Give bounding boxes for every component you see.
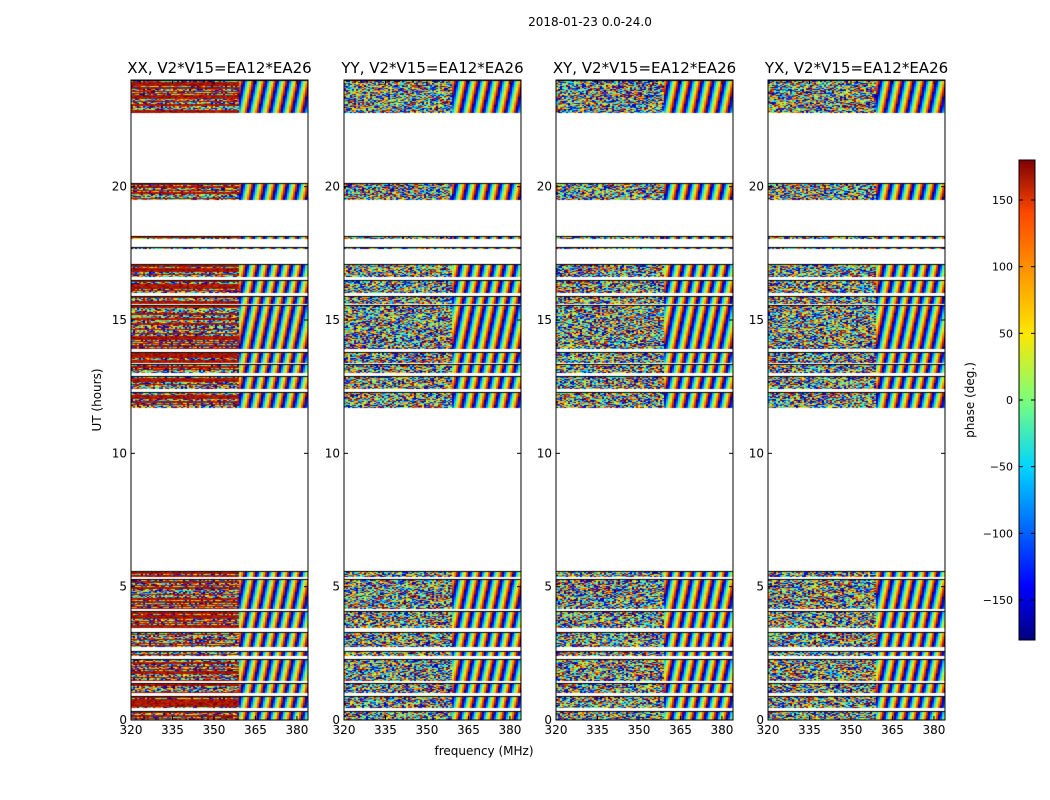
y-tick-label: 5 xyxy=(332,580,340,594)
colorbar-tick-label: 150 xyxy=(992,194,1013,207)
x-tick-label: 365 xyxy=(881,723,904,737)
y-tick-label: 5 xyxy=(544,580,552,594)
x-tick-label: 320 xyxy=(545,723,568,737)
panel-frame xyxy=(555,79,734,721)
panel-phase-image xyxy=(344,80,521,720)
x-tick-label: 380 xyxy=(285,723,308,737)
y-tick-label: 10 xyxy=(325,446,340,460)
colorbar-tick-label: 50 xyxy=(999,327,1013,340)
y-tick-label: 15 xyxy=(112,313,127,327)
colorbar-tick-label: −100 xyxy=(983,527,1013,540)
x-tick-label: 350 xyxy=(203,723,226,737)
y-tick-label: 5 xyxy=(756,580,764,594)
panel-title: YX, V2*V15=EA12*EA26 xyxy=(764,59,948,77)
x-tick-label: 335 xyxy=(586,723,609,737)
panel-frame xyxy=(130,79,309,721)
y-tick-label: 0 xyxy=(119,713,127,727)
x-axis-label: frequency (MHz) xyxy=(434,744,533,758)
colorbar: 150 100 50 0 −50 −100 −150 phase (deg.) xyxy=(963,159,1036,641)
x-tick-label: 365 xyxy=(457,723,480,737)
panel-frame xyxy=(343,79,522,721)
y-tick-label: 20 xyxy=(749,180,764,194)
panel-phase-image xyxy=(768,80,945,720)
x-tick-label: 320 xyxy=(120,723,143,737)
x-tick-label: 380 xyxy=(498,723,521,737)
panels-group: XX, V2*V15=EA12*EA26 320 335 350 365 380 0 5 10 1… xyxy=(112,59,948,737)
colorbar-tick-label: 100 xyxy=(992,261,1013,274)
x-tick-label: 350 xyxy=(416,723,439,737)
colorbar-tick-label: −50 xyxy=(990,461,1013,474)
x-tick-label: 380 xyxy=(710,723,733,737)
panel-phase-image xyxy=(131,80,308,720)
x-tick-label: 335 xyxy=(374,723,397,737)
y-tick-label: 15 xyxy=(325,313,340,327)
y-tick-label: 5 xyxy=(119,580,127,594)
y-tick-label: 0 xyxy=(544,713,552,727)
y-axis-label: UT (hours) xyxy=(90,368,104,431)
colorbar-tick-label: −150 xyxy=(983,594,1013,607)
y-tick-label: 15 xyxy=(537,313,552,327)
y-tick-label: 20 xyxy=(325,180,340,194)
colorbar-label: phase (deg.) xyxy=(963,362,977,438)
y-tick-label: 20 xyxy=(537,180,552,194)
panel-xx: XX, V2*V15=EA12*EA26 320 335 350 365 380 0 5 10 1… xyxy=(112,59,312,737)
panel-title: XX, V2*V15=EA12*EA26 xyxy=(127,59,311,77)
figure-title: 2018-01-23 0.0-24.0 xyxy=(528,15,652,29)
x-tick-label: 320 xyxy=(333,723,356,737)
x-tick-label: 350 xyxy=(840,723,863,737)
y-tick-label: 0 xyxy=(756,713,764,727)
y-tick-label: 0 xyxy=(332,713,340,727)
y-tick-label: 15 xyxy=(749,313,764,327)
x-tick-label: 320 xyxy=(757,723,780,737)
x-tick-label: 335 xyxy=(161,723,184,737)
x-tick-label: 335 xyxy=(798,723,821,737)
y-tick-label: 10 xyxy=(749,446,764,460)
colorbar-ticks: 150 100 50 0 −50 −100 −150 xyxy=(983,194,1035,607)
x-tick-label: 350 xyxy=(628,723,651,737)
y-tick-label: 10 xyxy=(537,446,552,460)
panel-title: XY, V2*V15=EA12*EA26 xyxy=(553,59,736,77)
panel-frame xyxy=(767,79,946,721)
panel-yy: YY, V2*V15=EA12*EA26 320 335 350 365 380 0 5 10 1… xyxy=(325,59,524,737)
panel-phase-image xyxy=(556,80,733,720)
x-tick-label: 365 xyxy=(669,723,692,737)
colorbar-tick-label: 0 xyxy=(1006,394,1013,407)
y-tick-label: 20 xyxy=(112,180,127,194)
y-tick-label: 10 xyxy=(112,446,127,460)
panel-xy: XY, V2*V15=EA12*EA26 320 335 350 365 380 0 5 10 1… xyxy=(537,59,736,737)
panel-title: YY, V2*V15=EA12*EA26 xyxy=(340,59,523,77)
panel-yx: YX, V2*V15=EA12*EA26 320 335 350 365 380 0 5 10 1… xyxy=(749,59,948,737)
x-tick-label: 380 xyxy=(922,723,945,737)
x-tick-label: 365 xyxy=(244,723,267,737)
